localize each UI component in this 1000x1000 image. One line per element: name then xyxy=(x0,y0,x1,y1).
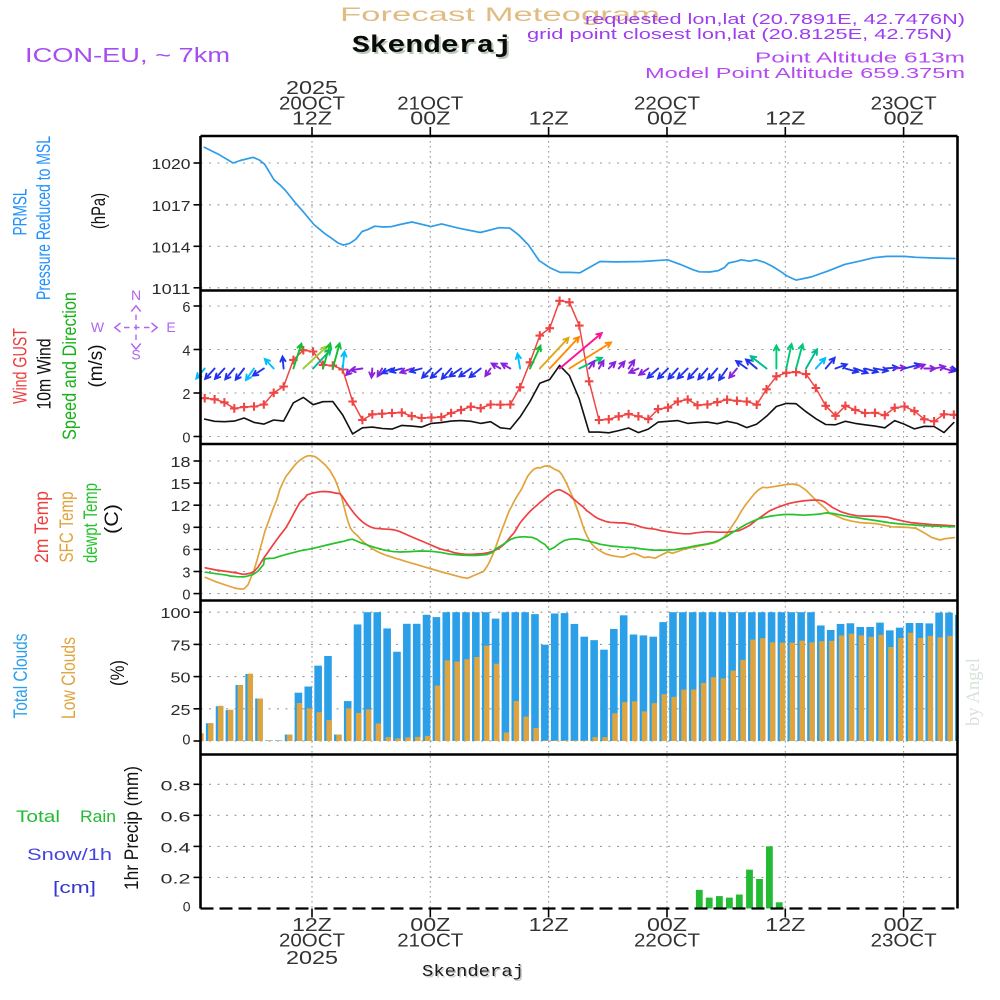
svg-text:6: 6 xyxy=(182,543,190,559)
svg-text:SFC Temp: SFC Temp xyxy=(56,491,78,562)
svg-text:1011: 1011 xyxy=(152,282,191,298)
svg-text:00Z: 00Z xyxy=(884,914,924,935)
svg-text:2025: 2025 xyxy=(286,947,338,968)
svg-text:4: 4 xyxy=(182,344,190,360)
svg-text:Point Altitude 613m: Point Altitude 613m xyxy=(755,50,965,67)
svg-text:Rain: Rain xyxy=(80,808,116,826)
svg-text:0.8: 0.8 xyxy=(161,777,191,793)
svg-text:Model Point Altitude 659.375m: Model Point Altitude 659.375m xyxy=(645,65,965,82)
svg-text:12Z: 12Z xyxy=(765,914,805,935)
svg-text:(C): (C) xyxy=(101,504,123,534)
svg-text:E: E xyxy=(166,319,175,335)
svg-text:Pressure Reduced to MSL: Pressure Reduced to MSL xyxy=(33,136,55,300)
svg-text:2025: 2025 xyxy=(286,77,338,98)
svg-text:12: 12 xyxy=(171,499,191,515)
svg-text:Snow/1h: Snow/1h xyxy=(27,846,112,864)
svg-text:Forecast Meteogram: Forecast Meteogram xyxy=(340,4,660,26)
svg-text:9: 9 xyxy=(182,521,190,537)
svg-text:0: 0 xyxy=(182,733,190,749)
svg-text:22OCT: 22OCT xyxy=(634,930,700,951)
svg-text:[cm]: [cm] xyxy=(53,879,96,897)
svg-text:00Z: 00Z xyxy=(884,108,924,129)
svg-text:1020: 1020 xyxy=(152,157,191,173)
svg-text:(hPa): (hPa) xyxy=(88,193,110,229)
svg-text:0: 0 xyxy=(182,431,190,447)
svg-text:75: 75 xyxy=(171,638,191,654)
svg-text:22OCT: 22OCT xyxy=(634,93,700,114)
svg-text:N: N xyxy=(131,287,141,303)
svg-text:12Z: 12Z xyxy=(292,108,332,129)
svg-text:Total Clouds: Total Clouds xyxy=(10,633,32,718)
svg-text:20OCT: 20OCT xyxy=(279,930,345,951)
svg-text:Speed and Direction: Speed and Direction xyxy=(59,292,81,440)
svg-text:6: 6 xyxy=(182,300,190,316)
svg-text:12Z: 12Z xyxy=(529,914,569,935)
svg-text:dewpt Temp: dewpt Temp xyxy=(80,483,102,563)
svg-text:W: W xyxy=(91,319,105,335)
svg-text:Skenderaj: Skenderaj xyxy=(354,35,514,62)
svg-text:Low Clouds: Low Clouds xyxy=(58,637,80,719)
svg-text:(%): (%) xyxy=(107,660,129,686)
svg-text:Skenderaj: Skenderaj xyxy=(352,33,512,60)
svg-text:23OCT: 23OCT xyxy=(871,930,937,951)
svg-text:12Z: 12Z xyxy=(765,108,805,129)
svg-text:(m/s): (m/s) xyxy=(85,345,107,388)
svg-text:1hr Precip (mm): 1hr Precip (mm) xyxy=(121,766,143,890)
svg-text:21OCT: 21OCT xyxy=(397,930,463,951)
svg-text:00Z: 00Z xyxy=(647,914,687,935)
svg-text:10m Wind: 10m Wind xyxy=(34,339,56,410)
svg-text:grid point closest lon,lat (20: grid point closest lon,lat (20.8125E, 42… xyxy=(527,26,952,43)
svg-text:Skenderaj: Skenderaj xyxy=(422,963,524,982)
svg-text:12Z: 12Z xyxy=(529,108,569,129)
svg-text:by Angel: by Angel xyxy=(963,658,984,726)
svg-text:23OCT: 23OCT xyxy=(871,93,937,114)
svg-text:0: 0 xyxy=(182,588,190,604)
svg-text:Wind GUST: Wind GUST xyxy=(10,328,32,404)
svg-text:Total: Total xyxy=(16,808,60,826)
svg-text:20OCT: 20OCT xyxy=(279,93,345,114)
svg-text:requested lon,lat (20.7891E, 4: requested lon,lat (20.7891E, 42.7476N) xyxy=(585,11,965,28)
svg-text:00Z: 00Z xyxy=(647,108,687,129)
svg-text:0.4: 0.4 xyxy=(161,839,191,855)
svg-text:21OCT: 21OCT xyxy=(397,93,463,114)
svg-text:2: 2 xyxy=(182,387,190,403)
svg-text:0: 0 xyxy=(183,899,191,915)
svg-text:15: 15 xyxy=(171,477,191,493)
svg-text:18: 18 xyxy=(171,455,191,471)
svg-text:1014: 1014 xyxy=(152,240,191,256)
svg-text:25: 25 xyxy=(171,703,191,719)
svg-text:50: 50 xyxy=(171,671,191,687)
svg-text:Skenderaj: Skenderaj xyxy=(424,965,526,984)
svg-text:12Z: 12Z xyxy=(292,914,332,935)
svg-text:3: 3 xyxy=(182,566,190,582)
svg-text:0.2: 0.2 xyxy=(161,870,191,886)
svg-text:PRMSL: PRMSL xyxy=(10,188,32,235)
svg-text:00Z: 00Z xyxy=(410,108,450,129)
svg-text:2m Temp: 2m Temp xyxy=(31,491,53,563)
svg-text:0.6: 0.6 xyxy=(161,808,191,824)
svg-text:ICON-EU, ~ 7km: ICON-EU, ~ 7km xyxy=(25,45,230,67)
svg-text:1017: 1017 xyxy=(152,199,191,215)
svg-text:100: 100 xyxy=(161,606,191,622)
svg-text:00Z: 00Z xyxy=(410,914,450,935)
svg-text:S: S xyxy=(131,347,140,363)
